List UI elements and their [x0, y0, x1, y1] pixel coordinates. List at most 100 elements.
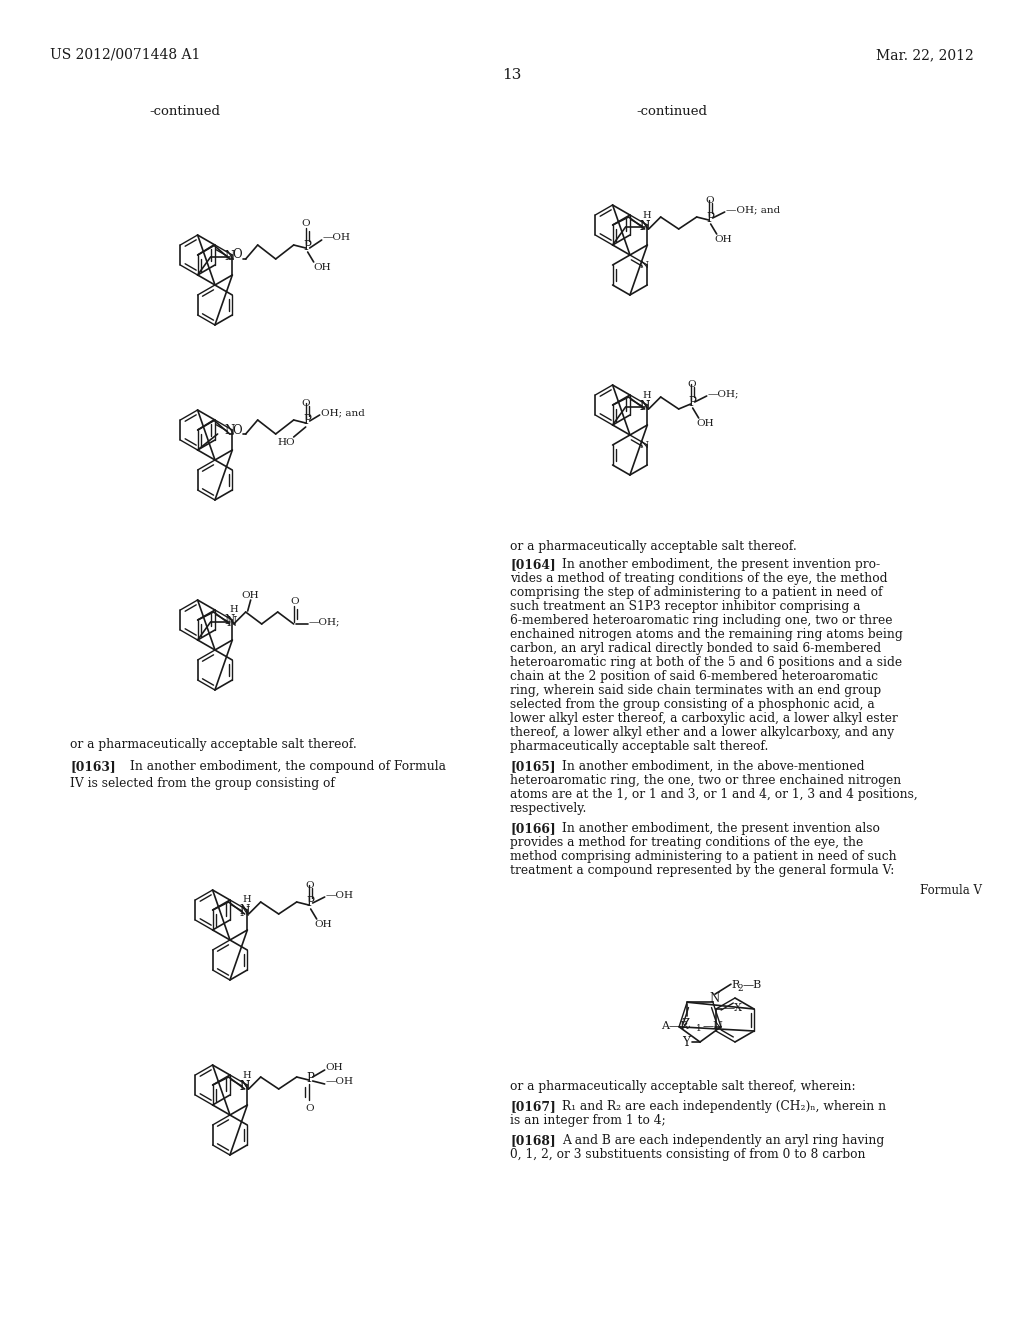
Text: or a pharmaceutically acceptable salt thereof, wherein:: or a pharmaceutically acceptable salt th… — [510, 1080, 856, 1093]
Text: OH: OH — [314, 920, 333, 929]
Text: provides a method for treating conditions of the eye, the: provides a method for treating condition… — [510, 836, 863, 849]
Text: N: N — [640, 400, 650, 413]
Text: OH: OH — [313, 263, 332, 272]
Text: O: O — [706, 195, 715, 205]
Text: -continued: -continued — [637, 106, 708, 117]
Text: P: P — [307, 1072, 314, 1085]
Text: H: H — [642, 391, 651, 400]
Text: H: H — [229, 606, 238, 615]
Text: N: N — [240, 1081, 250, 1093]
Text: Y: Y — [682, 1036, 690, 1049]
Text: In another embodiment, in the above-mentioned: In another embodiment, in the above-ment… — [562, 760, 864, 774]
Text: [0163]: [0163] — [70, 760, 116, 774]
Text: 13: 13 — [503, 69, 521, 82]
Text: N: N — [240, 904, 250, 917]
Text: N: N — [224, 425, 234, 437]
Text: IV is selected from the group consisting of: IV is selected from the group consisting… — [70, 777, 335, 789]
Text: P: P — [307, 896, 314, 909]
Text: O: O — [232, 248, 243, 261]
Text: chain at the 2 position of said 6-membered heteroaromatic: chain at the 2 position of said 6-member… — [510, 671, 878, 682]
Text: N: N — [240, 1080, 250, 1093]
Text: P: P — [304, 239, 311, 252]
Text: method comprising administering to a patient in need of such: method comprising administering to a pat… — [510, 850, 897, 863]
Text: [0164]: [0164] — [510, 558, 556, 572]
Text: US 2012/0071448 A1: US 2012/0071448 A1 — [50, 48, 201, 62]
Text: atoms are at the 1, or 1 and 3, or 1 and 4, or 1, 3 and 4 positions,: atoms are at the 1, or 1 and 3, or 1 and… — [510, 788, 918, 801]
Text: A and B are each independently an aryl ring having: A and B are each independently an aryl r… — [562, 1134, 885, 1147]
Text: —OH;: —OH; — [308, 618, 340, 627]
Text: O: O — [302, 219, 310, 228]
Text: or a pharmaceutically acceptable salt thereof.: or a pharmaceutically acceptable salt th… — [70, 738, 356, 751]
Text: OH: OH — [715, 235, 732, 244]
Text: P: P — [304, 414, 311, 428]
Text: P: P — [707, 211, 715, 224]
Text: H: H — [243, 1071, 251, 1080]
Text: respectively.: respectively. — [510, 803, 588, 814]
Text: 0, 1, 2, or 3 substituents consisting of from 0 to 8 carbon: 0, 1, 2, or 3 substituents consisting of… — [510, 1148, 865, 1162]
Text: -continued: -continued — [150, 106, 220, 117]
Text: OH: OH — [326, 1064, 343, 1072]
Text: thereof, a lower alkyl ether and a lower alkylcarboxy, and any: thereof, a lower alkyl ether and a lower… — [510, 726, 894, 739]
Text: 2: 2 — [738, 985, 743, 993]
Text: vides a method of treating conditions of the eye, the method: vides a method of treating conditions of… — [510, 572, 888, 585]
Text: N: N — [639, 219, 649, 232]
Text: [0168]: [0168] — [510, 1134, 556, 1147]
Text: —OH: —OH — [326, 1077, 353, 1086]
Text: —OH: —OH — [326, 891, 353, 899]
Text: selected from the group consisting of a phosphonic acid, a: selected from the group consisting of a … — [510, 698, 874, 711]
Text: N: N — [224, 249, 234, 263]
Text: N: N — [640, 441, 649, 450]
Text: In another embodiment, the present invention pro-: In another embodiment, the present inven… — [562, 558, 880, 572]
Text: N: N — [710, 991, 720, 1005]
Text: O: O — [302, 399, 310, 408]
Text: O: O — [232, 424, 243, 437]
Text: [0167]: [0167] — [510, 1100, 556, 1113]
Text: O: O — [306, 880, 314, 890]
Text: such treatment an S1P3 receptor inhibitor comprising a: such treatment an S1P3 receptor inhibito… — [510, 601, 860, 612]
Text: lower alkyl ester thereof, a carboxylic acid, a lower alkyl ester: lower alkyl ester thereof, a carboxylic … — [510, 711, 898, 725]
Text: N: N — [640, 261, 649, 271]
Text: OH: OH — [242, 591, 259, 601]
Text: H: H — [642, 210, 651, 219]
Text: R: R — [731, 981, 739, 990]
Text: pharmaceutically acceptable salt thereof.: pharmaceutically acceptable salt thereof… — [510, 741, 768, 752]
Text: treatment a compound represented by the general formula V:: treatment a compound represented by the … — [510, 865, 894, 876]
Text: Z: Z — [681, 1018, 689, 1031]
Text: In another embodiment, the compound of Formula: In another embodiment, the compound of F… — [130, 760, 446, 774]
Text: heteroaromatic ring, the one, two or three enchained nitrogen: heteroaromatic ring, the one, two or thr… — [510, 774, 901, 787]
Text: or a pharmaceutically acceptable salt thereof.: or a pharmaceutically acceptable salt th… — [510, 540, 797, 553]
Text: —OH; and: —OH; and — [726, 206, 780, 214]
Text: N: N — [640, 220, 650, 234]
Text: is an integer from 1 to 4;: is an integer from 1 to 4; — [510, 1114, 666, 1127]
Text: comprising the step of administering to a patient in need of: comprising the step of administering to … — [510, 586, 883, 599]
Text: —B: —B — [743, 981, 762, 990]
Text: 1: 1 — [696, 1024, 701, 1032]
Text: N: N — [240, 906, 250, 919]
Text: OH; and: OH; and — [321, 408, 365, 417]
Text: carbon, an aryl radical directly bonded to said 6-membered: carbon, an aryl radical directly bonded … — [510, 642, 881, 655]
Text: —OH;: —OH; — [708, 389, 739, 399]
Text: P: P — [689, 396, 696, 408]
Text: R₁ and R₂ are each independently (CH₂)ₙ, wherein n: R₁ and R₂ are each independently (CH₂)ₙ,… — [562, 1100, 886, 1113]
Text: O: O — [306, 1104, 314, 1113]
Text: HO: HO — [278, 438, 295, 447]
Text: N: N — [226, 615, 237, 628]
Text: H: H — [243, 895, 251, 904]
Text: enchained nitrogen atoms and the remaining ring atoms being: enchained nitrogen atoms and the remaini… — [510, 628, 903, 642]
Text: Mar. 22, 2012: Mar. 22, 2012 — [877, 48, 974, 62]
Text: —X: —X — [724, 1003, 743, 1012]
Text: —N: —N — [702, 1020, 724, 1031]
Text: [0165]: [0165] — [510, 760, 555, 774]
Text: OH: OH — [696, 418, 715, 428]
Text: O: O — [291, 598, 299, 606]
Text: —OH: —OH — [323, 234, 350, 243]
Text: ring, wherein said side chain terminates with an end group: ring, wherein said side chain terminates… — [510, 684, 881, 697]
Text: heteroaromatic ring at both of the 5 and 6 positions and a side: heteroaromatic ring at both of the 5 and… — [510, 656, 902, 669]
Text: N: N — [224, 615, 234, 627]
Text: O: O — [688, 380, 696, 389]
Text: N: N — [639, 400, 649, 412]
Text: In another embodiment, the present invention also: In another embodiment, the present inven… — [562, 822, 880, 836]
Text: 6-membered heteroaromatic ring including one, two or three: 6-membered heteroaromatic ring including… — [510, 614, 893, 627]
Text: A—R: A—R — [660, 1020, 688, 1031]
Text: Formula V: Formula V — [920, 884, 982, 898]
